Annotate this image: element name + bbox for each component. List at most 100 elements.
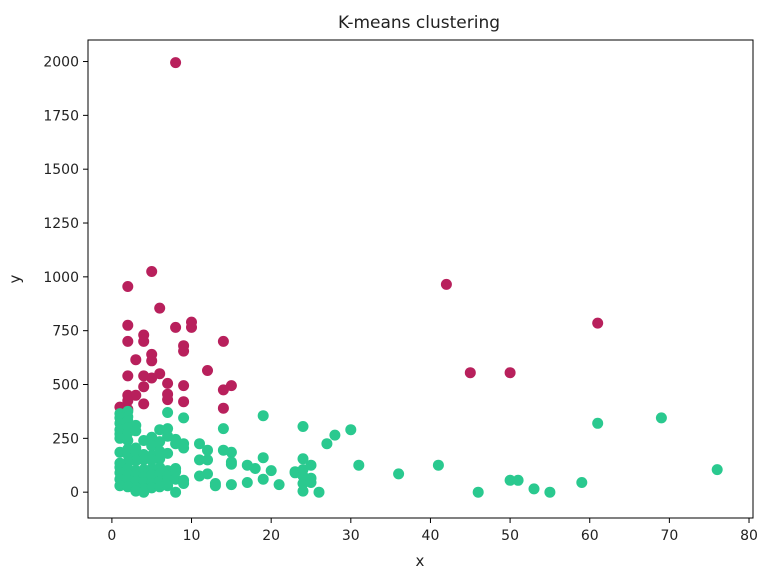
scatter-point-cluster-0-9 — [122, 335, 134, 347]
scatter-point-cluster-1-121 — [528, 483, 540, 495]
scatter-point-cluster-1-19 — [162, 423, 174, 435]
scatter-point-cluster-0-38 — [464, 367, 476, 379]
scatter-point-cluster-1-112 — [321, 438, 333, 450]
scatter-point-cluster-0-37 — [440, 278, 452, 290]
scatter-point-cluster-1-108 — [305, 459, 317, 471]
scatter-point-cluster-1-111 — [313, 486, 325, 498]
scatter-point-cluster-0-7 — [186, 321, 197, 333]
scatter-point-cluster-1-67 — [178, 478, 190, 489]
scatter-point-cluster-1-124 — [592, 417, 604, 429]
scatter-point-cluster-1-55 — [146, 469, 158, 481]
scatter-point-cluster-0-40 — [592, 317, 604, 329]
scatter-point-cluster-0-22 — [162, 377, 174, 389]
scatter-point-cluster-1-80 — [202, 444, 213, 456]
scatter-point-cluster-0-4 — [122, 319, 134, 331]
scatter-point-cluster-1-97 — [257, 473, 269, 485]
scatter-point-cluster-0-29 — [130, 389, 142, 401]
y-tick-label: 1750 — [43, 108, 79, 124]
scatter-point-cluster-0-32 — [178, 396, 190, 408]
scatter-point-cluster-1-78 — [194, 438, 205, 450]
scatter-point-cluster-0-39 — [504, 367, 516, 379]
x-tick-label: 0 — [107, 528, 116, 544]
x-tick-label: 50 — [501, 528, 519, 544]
y-tick-label: 1500 — [43, 162, 79, 178]
scatter-point-cluster-0-10 — [138, 335, 150, 347]
scatter-point-cluster-1-106 — [297, 478, 309, 489]
y-tick-label: 500 — [52, 378, 79, 394]
scatter-point-cluster-0-0 — [170, 57, 182, 69]
scatter-point-cluster-1-96 — [257, 452, 269, 464]
y-tick-label: 0 — [70, 485, 79, 501]
scatter-point-cluster-0-31 — [122, 395, 134, 407]
y-tick-label: 250 — [52, 431, 79, 447]
plot-frame — [87, 39, 754, 519]
scatter-point-cluster-1-120 — [512, 474, 524, 486]
scatter-point-cluster-1-110 — [305, 477, 317, 488]
x-axis-label: x — [416, 552, 425, 570]
scatter-point-cluster-1-94 — [249, 463, 261, 474]
scatter-point-cluster-0-21 — [146, 372, 158, 384]
scatter-point-cluster-1-83 — [194, 470, 205, 482]
scatter-point-cluster-1-90 — [225, 458, 237, 470]
y-tick-label: 750 — [52, 324, 79, 340]
scatter-point-cluster-0-19 — [122, 370, 134, 382]
scatter-point-cluster-1-91 — [225, 479, 237, 491]
x-tick-label: 60 — [581, 528, 599, 544]
scatter-point-cluster-0-34 — [217, 402, 229, 414]
scatter-point-cluster-1-36 — [154, 453, 166, 465]
scatter-point-cluster-1-93 — [241, 477, 253, 488]
scatter-point-cluster-1-95 — [257, 410, 269, 422]
scatter-point-cluster-1-87 — [217, 423, 229, 435]
scatter-point-cluster-1-113 — [329, 429, 341, 441]
scatter-point-cluster-1-126 — [711, 464, 723, 476]
x-axis: 0 10 20 30 40 50 60 70 80 — [107, 518, 758, 544]
scatter-point-cluster-1-123 — [576, 477, 588, 488]
scatter-point-cluster-0-23 — [178, 380, 190, 392]
scatter-point-cluster-1-74 — [162, 480, 174, 492]
scatter-point-cluster-1-98 — [265, 465, 277, 477]
scatter-point-cluster-0-30 — [162, 394, 174, 406]
scatter-point-cluster-0-1 — [146, 266, 158, 277]
scatter-point-cluster-0-16 — [146, 355, 158, 367]
scatter-point-cluster-1-99 — [273, 479, 285, 491]
scatter-point-cluster-0-5 — [170, 321, 182, 333]
x-tick-label: 30 — [342, 528, 360, 544]
scatter-point-cluster-1-85 — [209, 480, 221, 492]
y-axis-label: y — [6, 274, 24, 283]
scatter-point-cluster-1-114 — [345, 424, 357, 436]
scatter-point-cluster-1-39 — [130, 455, 142, 467]
y-tick-label: 1250 — [43, 216, 79, 232]
scatter-point-cluster-1-116 — [393, 468, 405, 480]
scatter-point-cluster-1-125 — [655, 412, 667, 424]
scatter-point-cluster-0-3 — [154, 302, 166, 314]
scatter-point-cluster-1-11 — [130, 425, 142, 437]
scatter-point-cluster-0-13 — [217, 335, 229, 347]
y-axis: 0 250 500 750 1000 1250 1500 1750 2000 — [43, 55, 88, 501]
scatter-point-cluster-0-33 — [138, 398, 150, 410]
scatter-point-cluster-1-24 — [178, 442, 190, 454]
chart-title: K-means clustering — [338, 13, 500, 33]
points-layer — [114, 57, 723, 498]
scatter-point-cluster-1-76 — [138, 486, 150, 498]
scatter-point-cluster-0-25 — [138, 381, 150, 393]
scatter-point-cluster-1-14 — [162, 407, 174, 418]
scatter-point-cluster-0-15 — [130, 354, 142, 366]
scatter-point-cluster-1-79 — [194, 454, 205, 466]
scatter-point-cluster-1-119 — [504, 474, 516, 486]
scatter-point-cluster-1-102 — [297, 421, 309, 432]
scatter-point-cluster-0-12 — [178, 345, 190, 357]
scatter-point-cluster-1-118 — [472, 486, 484, 498]
scatter-point-cluster-1-26 — [146, 440, 158, 452]
y-tick-label: 2000 — [43, 55, 79, 71]
scatter-point-cluster-0-17 — [202, 365, 213, 376]
scatter-point-cluster-1-117 — [432, 459, 444, 471]
y-tick-label: 1000 — [43, 270, 79, 286]
x-tick-label: 70 — [660, 528, 678, 544]
scatter-point-cluster-1-13 — [122, 435, 134, 446]
scatter-point-cluster-1-107 — [297, 485, 309, 497]
x-tick-label: 20 — [262, 528, 280, 544]
scatter-point-cluster-0-2 — [122, 281, 134, 292]
scatter-point-cluster-0-26 — [217, 384, 229, 396]
scatter-point-cluster-1-37 — [146, 454, 158, 466]
